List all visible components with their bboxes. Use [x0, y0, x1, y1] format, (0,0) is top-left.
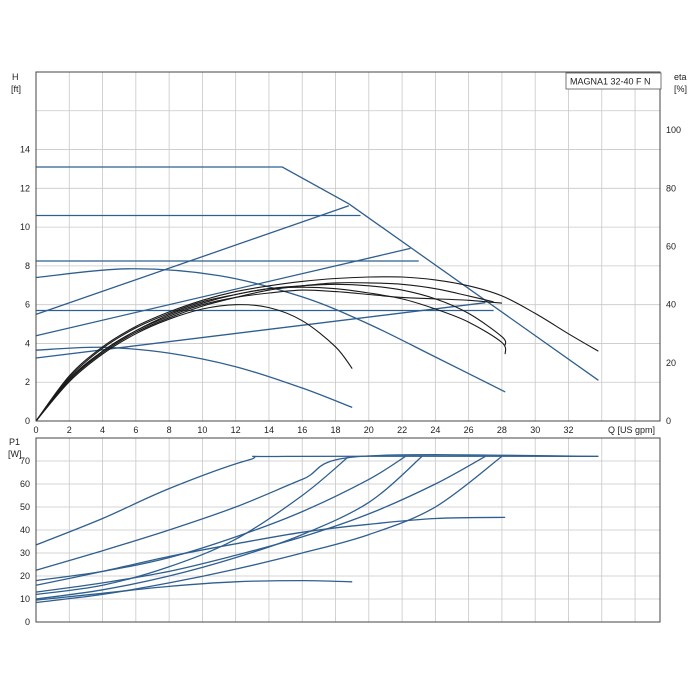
eta-tick-label: 80	[666, 183, 676, 193]
eta-tick-label: 0	[666, 416, 671, 426]
legend-title: MAGNA1 32-40 F N	[570, 77, 651, 87]
eta-axis-unit: [%]	[674, 84, 687, 94]
efficiency-curve-12	[35, 289, 502, 422]
x-tick-label: 16	[297, 425, 307, 435]
h-tick-label: 12	[20, 183, 30, 193]
x-tick-label: 8	[167, 425, 172, 435]
h-tick-label: 10	[20, 222, 30, 232]
h-axis-unit: [ft]	[11, 84, 21, 94]
curve-layer	[35, 166, 599, 604]
x-tick-label: 6	[133, 425, 138, 435]
x-tick-label: 28	[497, 425, 507, 435]
p1-tick-label: 20	[20, 571, 30, 581]
x-tick-label: 26	[464, 425, 474, 435]
plot-frame	[35, 71, 661, 422]
power-curve-2	[35, 455, 350, 596]
x-tick-label: 0	[33, 425, 38, 435]
p1-tick-label: 40	[20, 525, 30, 535]
x-tick-label: 4	[100, 425, 105, 435]
head-curve-8	[35, 346, 353, 409]
x-tick-label: 10	[197, 425, 207, 435]
q-axis-label: Q [US gpm]	[608, 425, 655, 435]
x-tick-label: 20	[364, 425, 374, 435]
plot-frame	[35, 437, 661, 623]
p1-tick-label: 60	[20, 479, 30, 489]
efficiency-curve-10	[35, 283, 507, 422]
x-tick-label: 22	[397, 425, 407, 435]
eta-tick-label: 60	[666, 242, 676, 252]
power-curve-1	[35, 454, 599, 571]
p1-tick-label: 50	[20, 502, 30, 512]
eta-tick-label: 40	[666, 300, 676, 310]
efficiency-curve-13	[35, 304, 353, 422]
x-tick-label: 12	[231, 425, 241, 435]
legend-box	[565, 72, 662, 90]
x-tick-label: 18	[331, 425, 341, 435]
h-tick-label: 0	[25, 416, 30, 426]
tick-layer: 0 2 4 6 8 10 12 14 16 18 20 22 24 26 28 30 3202468101214…	[20, 125, 681, 627]
h-tick-label: 2	[25, 377, 30, 387]
head-curve-0	[36, 166, 599, 381]
power-curve-6	[35, 455, 503, 604]
grid-layer	[35, 72, 660, 622]
power-curve-7	[35, 516, 506, 586]
head-curve-7	[35, 268, 506, 393]
h-tick-label: 14	[20, 145, 30, 155]
p1-tick-label: 30	[20, 548, 30, 558]
p1-tick-label: 10	[20, 594, 30, 604]
p1-axis-unit: [W]	[8, 449, 22, 459]
efficiency-curve-14	[35, 282, 494, 422]
x-tick-label: 2	[67, 425, 72, 435]
x-tick-label: 14	[264, 425, 274, 435]
efficiency-curve-9	[35, 276, 599, 422]
eta-tick-label: 20	[666, 358, 676, 368]
power-curve-4	[35, 455, 423, 600]
power-curve-0	[35, 455, 599, 546]
x-tick-label: 32	[563, 425, 573, 435]
eta-axis-label: eta	[674, 72, 687, 82]
power-curve-8	[35, 579, 353, 601]
head-curve-4	[35, 205, 350, 316]
h-tick-label: 4	[25, 338, 30, 348]
h-axis-label: H	[12, 72, 19, 82]
head-curve-5	[35, 247, 411, 337]
h-tick-label: 6	[25, 300, 30, 310]
x-tick-label: 30	[530, 425, 540, 435]
p1-tick-label: 0	[25, 617, 30, 627]
x-tick-label: 24	[430, 425, 440, 435]
p1-tick-label: 70	[20, 456, 30, 466]
power-curve-5	[35, 455, 486, 593]
eta-tick-label: 100	[666, 125, 681, 135]
h-tick-label: 8	[25, 261, 30, 271]
frame-layer	[35, 71, 661, 623]
p1-axis-label: P1	[9, 437, 20, 447]
